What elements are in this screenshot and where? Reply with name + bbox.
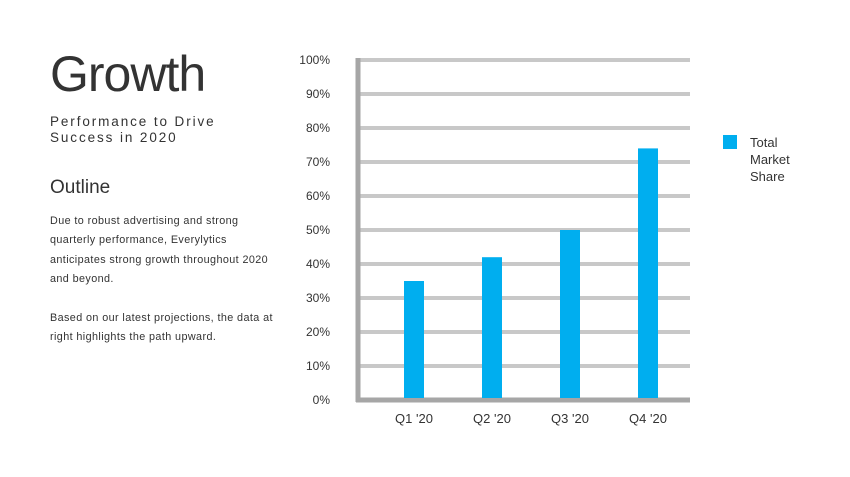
y-tick-label: 40%	[306, 257, 330, 271]
y-tick-label: 20%	[306, 325, 330, 339]
y-tick-label: 90%	[306, 87, 330, 101]
y-tick-label: 80%	[306, 121, 330, 135]
outline-paragraph-2: Based on our latest projections, the dat…	[50, 312, 273, 344]
y-tick-label: 100%	[299, 53, 330, 67]
y-tick-label: 60%	[306, 189, 330, 203]
x-tick-label: Q1 '20	[395, 411, 433, 426]
y-tick-label: 10%	[306, 359, 330, 373]
x-tick-label: Q3 '20	[551, 411, 589, 426]
legend-label: Total Market Share	[750, 135, 790, 184]
y-tick-label: 70%	[306, 155, 330, 169]
bar	[404, 281, 424, 398]
bar	[482, 257, 502, 398]
x-tick-label: Q4 '20	[629, 411, 667, 426]
text-panel: Growth Performance to Drive Success in 2…	[50, 0, 280, 477]
x-tick-label: Q2 '20	[473, 411, 511, 426]
bar	[560, 230, 580, 398]
y-tick-label: 50%	[306, 223, 330, 237]
outline-heading: Outline	[50, 177, 111, 198]
slide-title: Growth	[50, 46, 206, 102]
y-tick-label: 0%	[313, 393, 331, 407]
y-tick-label: 30%	[306, 291, 330, 305]
legend-swatch	[723, 135, 737, 149]
slide-subtitle: Performance to Drive Success in 2020	[50, 114, 216, 145]
market-share-bar-chart: 0% 10% 20% 30% 40% 50% 60% 70% 80% 90% 100% Q1 '20 Q…	[299, 53, 790, 426]
outline-paragraph-1: Due to robust advertising and strong qua…	[50, 215, 269, 285]
bar	[638, 148, 658, 398]
